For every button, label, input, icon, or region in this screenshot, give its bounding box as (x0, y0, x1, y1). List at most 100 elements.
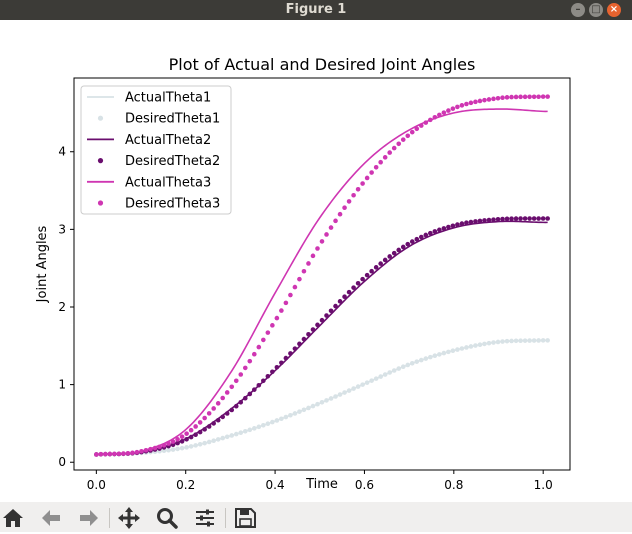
back-arrow-icon (42, 510, 60, 526)
data-point (233, 403, 239, 409)
data-point (495, 217, 501, 222)
data-point (193, 424, 198, 429)
data-point (400, 364, 406, 370)
data-point (382, 257, 388, 263)
data-point (193, 432, 198, 438)
data-point (491, 340, 496, 345)
legend-item: DesiredTheta1 (97, 112, 220, 127)
data-point (527, 94, 532, 100)
data-point (315, 401, 320, 407)
data-point (206, 411, 212, 416)
configure-subplots-button[interactable] (192, 506, 218, 530)
data-point (382, 155, 388, 160)
close-button[interactable]: × (607, 3, 621, 17)
back-button[interactable] (38, 506, 64, 530)
data-point (188, 434, 194, 440)
data-point (98, 451, 104, 457)
data-point (468, 100, 474, 106)
home-button[interactable] (0, 506, 26, 530)
data-point (391, 145, 397, 151)
save-button[interactable] (232, 506, 258, 530)
y-tick-label: 2 (58, 300, 66, 314)
forward-button[interactable] (76, 506, 102, 530)
data-point (482, 341, 487, 347)
data-point (455, 222, 460, 227)
data-point (224, 411, 230, 416)
data-point (527, 216, 532, 221)
data-point (455, 104, 460, 110)
data-point (297, 341, 302, 347)
data-point (265, 330, 271, 335)
data-point (450, 223, 456, 229)
data-point (270, 369, 275, 375)
data-point (116, 451, 122, 457)
tick-layer: 0.0 0.2 0.4 0.6 0.8 1.0 0 1 2 3 4 (58, 145, 552, 492)
legend-item: ActualTheta1 (87, 91, 211, 106)
maximize-button[interactable]: □ (589, 3, 603, 17)
navigation-toolbar (0, 502, 632, 532)
data-point (166, 447, 171, 453)
legend-item: DesiredTheta2 (97, 154, 220, 169)
data-point (270, 419, 275, 425)
pan-button[interactable] (116, 506, 142, 530)
data-point (220, 395, 226, 401)
data-point (328, 308, 334, 314)
data-point (184, 445, 189, 450)
maximize-icon: □ (591, 4, 601, 15)
data-point (509, 94, 514, 100)
x-tick-label: 0.8 (444, 478, 463, 492)
data-point (247, 358, 253, 364)
data-point (360, 382, 365, 387)
data-point (211, 406, 216, 411)
x-axis-label: Time (305, 477, 338, 492)
data-point (540, 216, 546, 221)
data-point (342, 294, 347, 300)
data-point (94, 452, 99, 457)
data-point (531, 94, 537, 100)
data-point (337, 299, 343, 304)
data-point (288, 412, 293, 418)
data-point (215, 417, 221, 423)
data-point (486, 97, 492, 102)
data-point (342, 390, 347, 395)
data-point (324, 398, 329, 403)
data-point (387, 150, 393, 155)
data-point (446, 349, 451, 355)
data-point (369, 268, 374, 274)
data-point (252, 387, 257, 392)
data-point (396, 366, 402, 371)
data-point (161, 448, 167, 454)
data-point (378, 261, 383, 266)
data-point (224, 390, 230, 395)
data-point (428, 230, 433, 236)
data-point (423, 120, 429, 125)
data-point (292, 346, 298, 351)
data-point (252, 351, 257, 357)
data-point (441, 226, 447, 231)
data-point (418, 357, 424, 363)
data-point (197, 420, 203, 425)
data-point (464, 220, 469, 226)
data-point (527, 338, 532, 343)
data-point (310, 403, 316, 409)
data-point (531, 216, 537, 221)
data-point (292, 411, 298, 416)
data-point (310, 327, 316, 332)
y-axis-label: Joint Angles (35, 225, 50, 303)
data-point (391, 368, 397, 373)
data-point (482, 218, 487, 223)
data-point (125, 451, 131, 456)
data-point (364, 175, 370, 181)
data-point (242, 428, 248, 434)
data-point (405, 362, 411, 368)
legend-label: DesiredTheta1 (125, 112, 220, 127)
data-point (175, 437, 180, 442)
data-point (351, 285, 356, 290)
data-point (355, 186, 361, 192)
data-point (414, 126, 420, 132)
toolbar-separator (225, 508, 226, 528)
minimize-button[interactable]: – (571, 3, 585, 17)
data-point (432, 229, 438, 234)
zoom-button[interactable] (154, 506, 180, 530)
data-point (369, 170, 374, 175)
